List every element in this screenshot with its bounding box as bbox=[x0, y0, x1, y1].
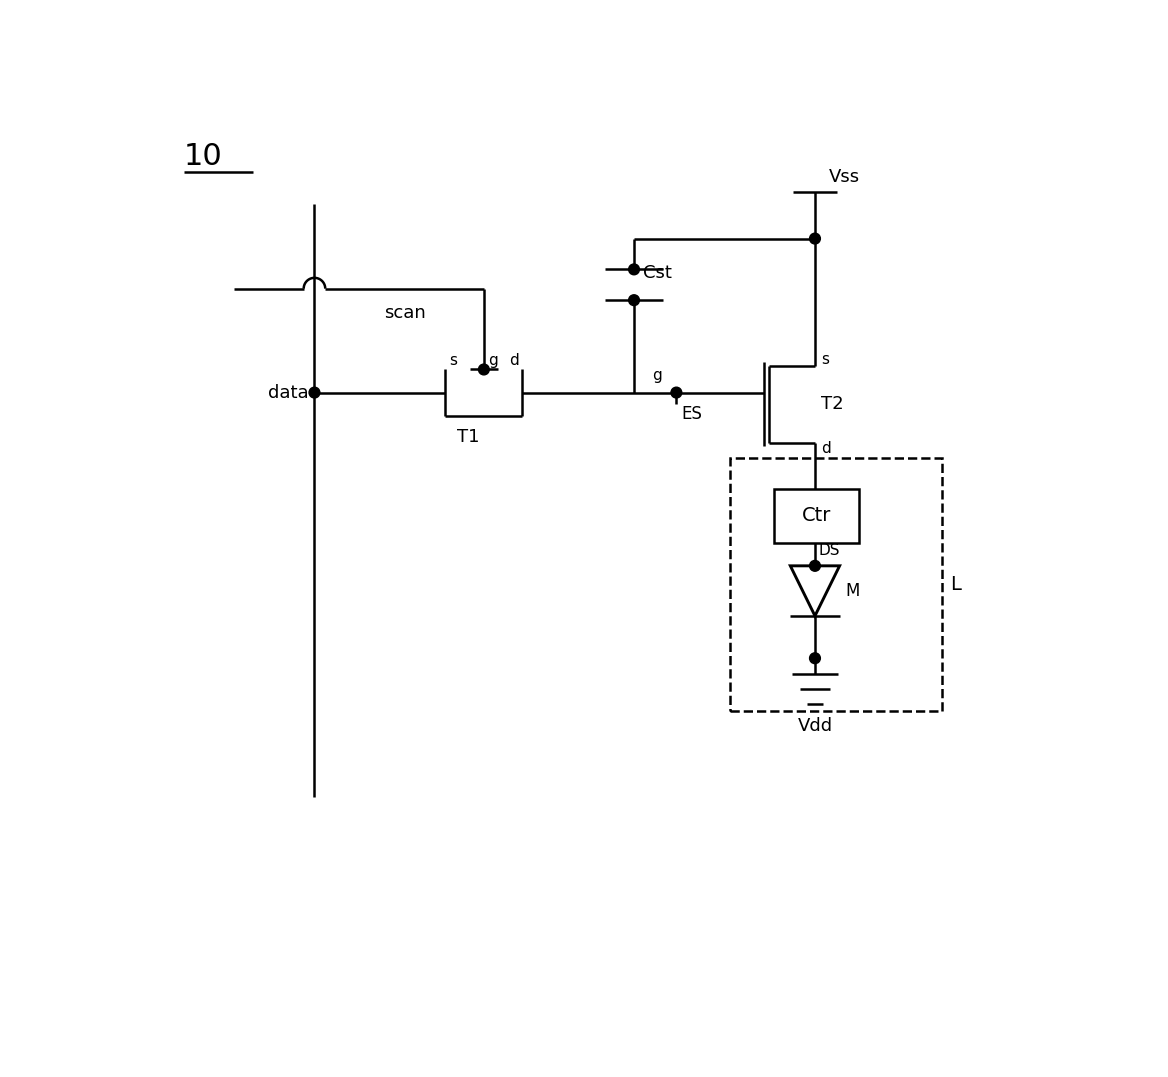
Circle shape bbox=[670, 388, 682, 398]
Text: g: g bbox=[652, 368, 661, 383]
Text: Vss: Vss bbox=[829, 168, 860, 186]
Text: s: s bbox=[821, 352, 829, 367]
Bar bbox=[774, 489, 858, 543]
Text: scan: scan bbox=[384, 305, 425, 322]
Text: M: M bbox=[846, 582, 860, 600]
Text: data: data bbox=[267, 383, 308, 402]
Text: ES: ES bbox=[681, 405, 702, 423]
Circle shape bbox=[809, 234, 820, 244]
Text: Ctr: Ctr bbox=[801, 506, 832, 526]
Circle shape bbox=[479, 364, 489, 375]
Bar bbox=[730, 458, 943, 711]
Text: Vdd: Vdd bbox=[798, 717, 833, 735]
Circle shape bbox=[809, 653, 820, 663]
Text: L: L bbox=[950, 575, 960, 593]
Circle shape bbox=[809, 560, 820, 571]
Text: T2: T2 bbox=[821, 395, 843, 414]
Circle shape bbox=[628, 295, 639, 306]
Text: d: d bbox=[821, 442, 830, 457]
Text: 10: 10 bbox=[183, 142, 222, 170]
Text: DS: DS bbox=[819, 543, 840, 558]
Text: g: g bbox=[488, 353, 498, 367]
Text: s: s bbox=[450, 353, 457, 367]
Text: d: d bbox=[509, 353, 519, 367]
Text: T1: T1 bbox=[457, 429, 479, 446]
Text: Cst: Cst bbox=[644, 264, 672, 282]
Circle shape bbox=[628, 264, 639, 275]
Circle shape bbox=[310, 388, 320, 398]
